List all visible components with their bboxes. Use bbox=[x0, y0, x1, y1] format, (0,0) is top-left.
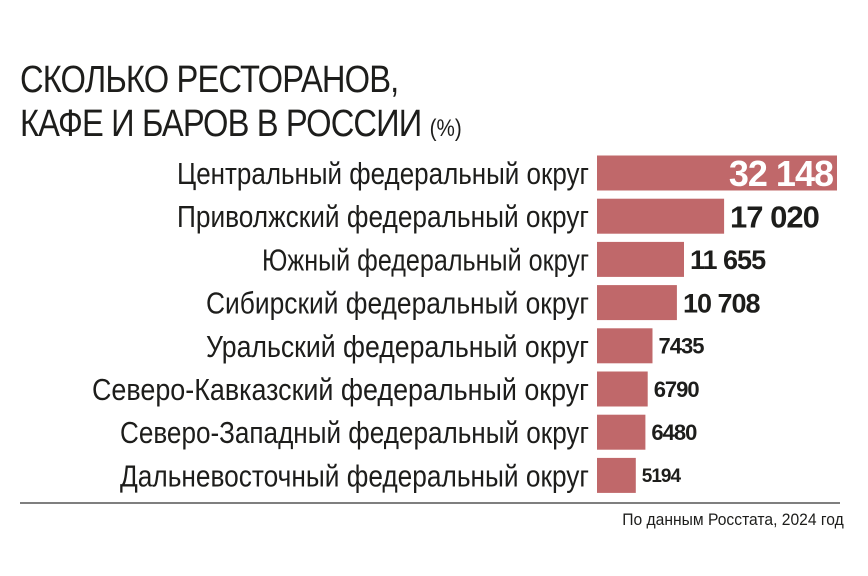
bar-row: Приволжский федеральный округ 17 020 bbox=[177, 198, 820, 234]
bar bbox=[597, 198, 725, 234]
value-label: 5194 bbox=[642, 466, 682, 487]
bar bbox=[597, 155, 837, 191]
bar bbox=[597, 371, 648, 407]
value-label: 7435 bbox=[659, 334, 705, 359]
chart-title: СКОЛЬКО РЕСТОРАНОВ, КАФЕ И БАРОВ В РОССИ… bbox=[20, 58, 462, 151]
category-label: Южный федеральный округ bbox=[262, 242, 589, 277]
category-label: Центральный федеральный округ bbox=[177, 156, 589, 191]
bar-row: Центральный федеральный округ 32 148 bbox=[177, 153, 837, 194]
value-label: 32 148 bbox=[729, 153, 833, 194]
bar bbox=[597, 328, 653, 364]
bar-row: Южный федеральный округ 11 655 bbox=[262, 241, 767, 277]
value-label: 6790 bbox=[654, 377, 700, 402]
category-label: Приволжский федеральный округ bbox=[177, 199, 589, 234]
value-label: 10 708 bbox=[683, 288, 761, 318]
value-label: 17 020 bbox=[730, 199, 819, 234]
bar bbox=[597, 414, 646, 450]
title-line-2-text: КАФЕ И БАРОВ В РОССИИ bbox=[20, 103, 422, 145]
category-label: Северо-Западный федеральный округ bbox=[120, 415, 589, 450]
source-note: По данным Росстата, 2024 год bbox=[622, 510, 844, 529]
bar bbox=[597, 285, 677, 321]
bar-row: Северо-Западный федеральный округ 6480 bbox=[120, 414, 698, 450]
category-label: Уральский федеральный округ bbox=[206, 329, 589, 364]
title-unit: (%) bbox=[429, 115, 462, 142]
category-label: Сибирский федеральный округ bbox=[206, 286, 589, 321]
category-label: Северо-Кавказский федеральный округ bbox=[92, 372, 589, 407]
bar-row: Сибирский федеральный округ 10 708 bbox=[206, 285, 762, 321]
category-label: Дальневосточный федеральный округ bbox=[120, 458, 589, 493]
value-label: 11 655 bbox=[690, 245, 766, 275]
bar-row: Северо-Кавказский федеральный округ 6790 bbox=[92, 371, 700, 407]
title-line-2: КАФЕ И БАРОВ В РОССИИ (%) bbox=[20, 102, 462, 151]
bar bbox=[597, 457, 636, 493]
bar-row: Дальневосточный федеральный округ 5194 bbox=[120, 457, 682, 493]
value-label: 6480 bbox=[651, 420, 697, 445]
bar-row: Уральский федеральный округ 7435 bbox=[206, 328, 705, 364]
title-line-1: СКОЛЬКО РЕСТОРАНОВ, bbox=[20, 59, 399, 101]
bar bbox=[597, 241, 684, 277]
